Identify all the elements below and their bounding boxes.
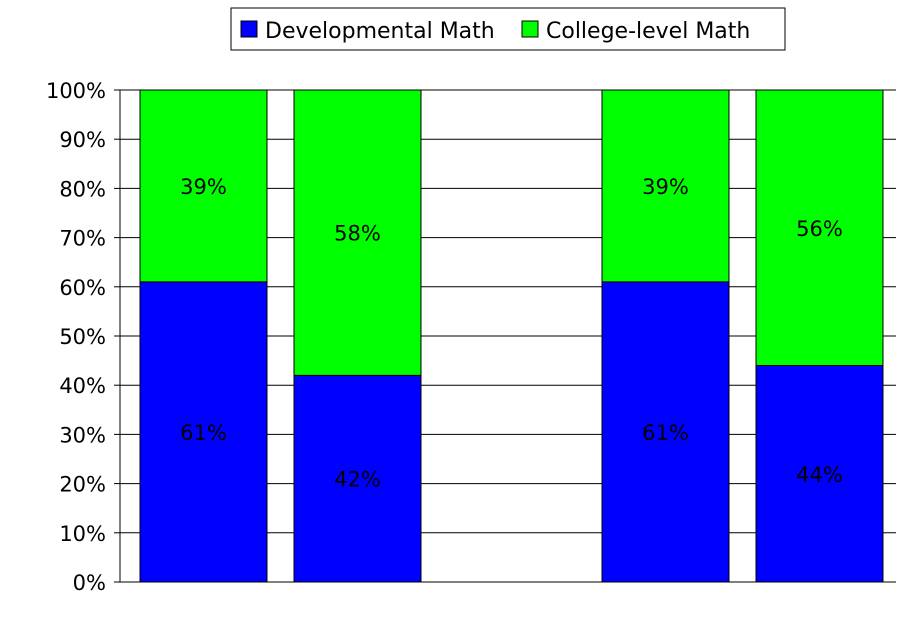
bar-college-level-3: [601, 89, 730, 283]
bar-college-level-1: [139, 89, 268, 283]
legend-swatch: [240, 20, 258, 38]
y-tick-label: 0%: [73, 571, 106, 595]
bar-developmental-1: [139, 281, 268, 583]
bar-developmental-4: [755, 365, 884, 583]
data-labels: 61% 39% 42% 58% 61% 39% 44% 56%: [180, 175, 843, 492]
y-tick-label: 80%: [59, 177, 106, 201]
y-tick-label: 10%: [59, 522, 106, 546]
data-label: 39%: [180, 175, 227, 199]
bar-college-level-2: [293, 89, 422, 376]
bar-college-level-4: [755, 89, 884, 367]
legend: Developmental Math College-level Math: [230, 7, 786, 51]
bars: [139, 89, 884, 583]
y-tick-label: 50%: [59, 325, 106, 349]
data-label: 44%: [796, 463, 843, 487]
legend-entry: College-level Math: [546, 19, 750, 44]
bar-developmental-3: [601, 281, 730, 583]
y-tick-label: 40%: [59, 374, 106, 398]
y-tick-label: 70%: [59, 227, 106, 251]
data-label: 56%: [796, 217, 843, 241]
legend-box: [230, 7, 786, 51]
data-label: 61%: [180, 421, 227, 445]
y-tick-label: 90%: [59, 128, 106, 152]
data-label: 58%: [334, 222, 381, 246]
y-axis: 0% 10% 20% 30% 40% 50% 60% 70% 80% 90% 100%: [46, 79, 896, 595]
data-label: 39%: [642, 175, 689, 199]
y-tick-label: 100%: [46, 79, 106, 103]
data-label: 61%: [642, 421, 689, 445]
data-label: 42%: [334, 468, 381, 492]
y-tick-label: 20%: [59, 473, 106, 497]
bar-developmental-2: [293, 374, 422, 583]
y-tick-label: 30%: [59, 423, 106, 447]
y-tick-label: 60%: [59, 276, 106, 300]
legend-swatch: [521, 20, 539, 38]
legend-entry: Developmental Math: [265, 19, 495, 44]
